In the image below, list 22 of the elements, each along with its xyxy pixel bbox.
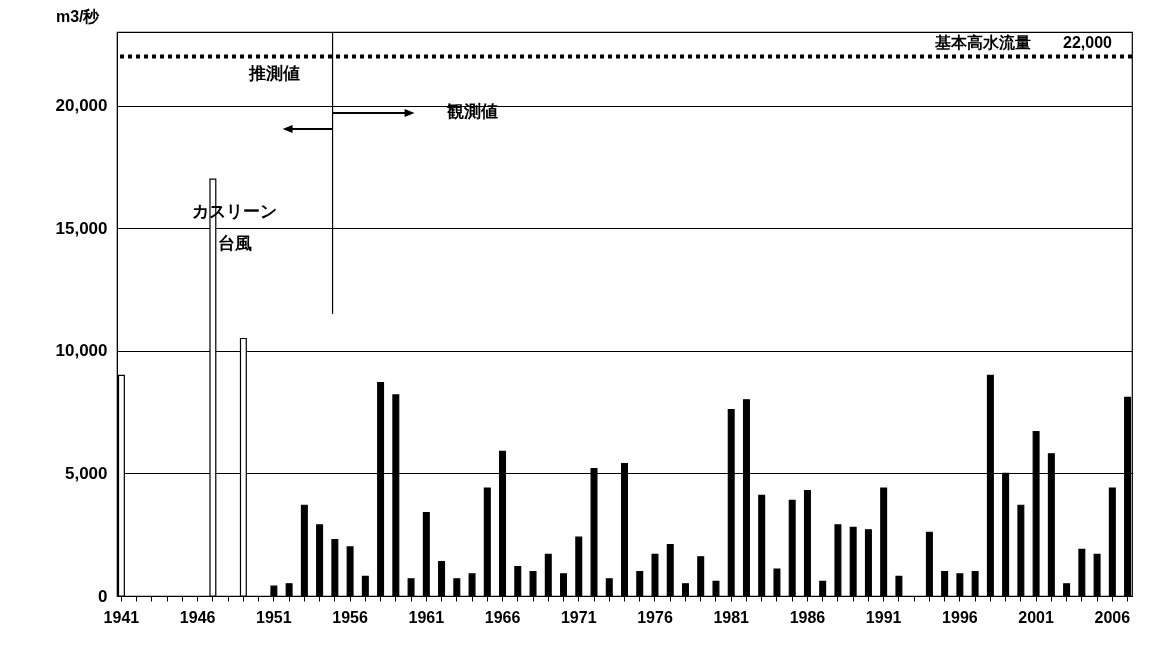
y-tick-label: 10,000 bbox=[55, 341, 108, 361]
x-tick-label: 1941 bbox=[103, 608, 140, 626]
x-tick-label: 1976 bbox=[637, 608, 673, 626]
x-tick-label: 1996 bbox=[942, 608, 978, 626]
x-tick-label: 1951 bbox=[256, 608, 292, 626]
annotation: 推測値 bbox=[248, 64, 301, 83]
x-tick-label: 1946 bbox=[179, 608, 216, 626]
x-tick-label: 1986 bbox=[789, 608, 826, 626]
y-tick-label: 20,000 bbox=[55, 96, 108, 116]
x-tick-label: 1981 bbox=[713, 608, 750, 626]
y-tick-label: 15,000 bbox=[55, 218, 108, 238]
ref-line-label: 基本高水流量 22,000 bbox=[934, 32, 1113, 51]
x-tick-label: 1991 bbox=[865, 608, 902, 626]
x-tick-label: 1971 bbox=[560, 608, 597, 626]
x-tick-label: 1956 bbox=[332, 608, 368, 626]
x-tick-label: 2001 bbox=[1018, 608, 1055, 626]
x-tick-label: 1966 bbox=[484, 608, 521, 626]
y-tick-label: 5,000 bbox=[64, 463, 108, 483]
x-tick-label: 1961 bbox=[408, 608, 445, 626]
y-axis-title: m3/秒 bbox=[55, 7, 101, 25]
x-tick-label: 2006 bbox=[1094, 608, 1131, 626]
y-tick-label: 0 bbox=[98, 586, 108, 606]
